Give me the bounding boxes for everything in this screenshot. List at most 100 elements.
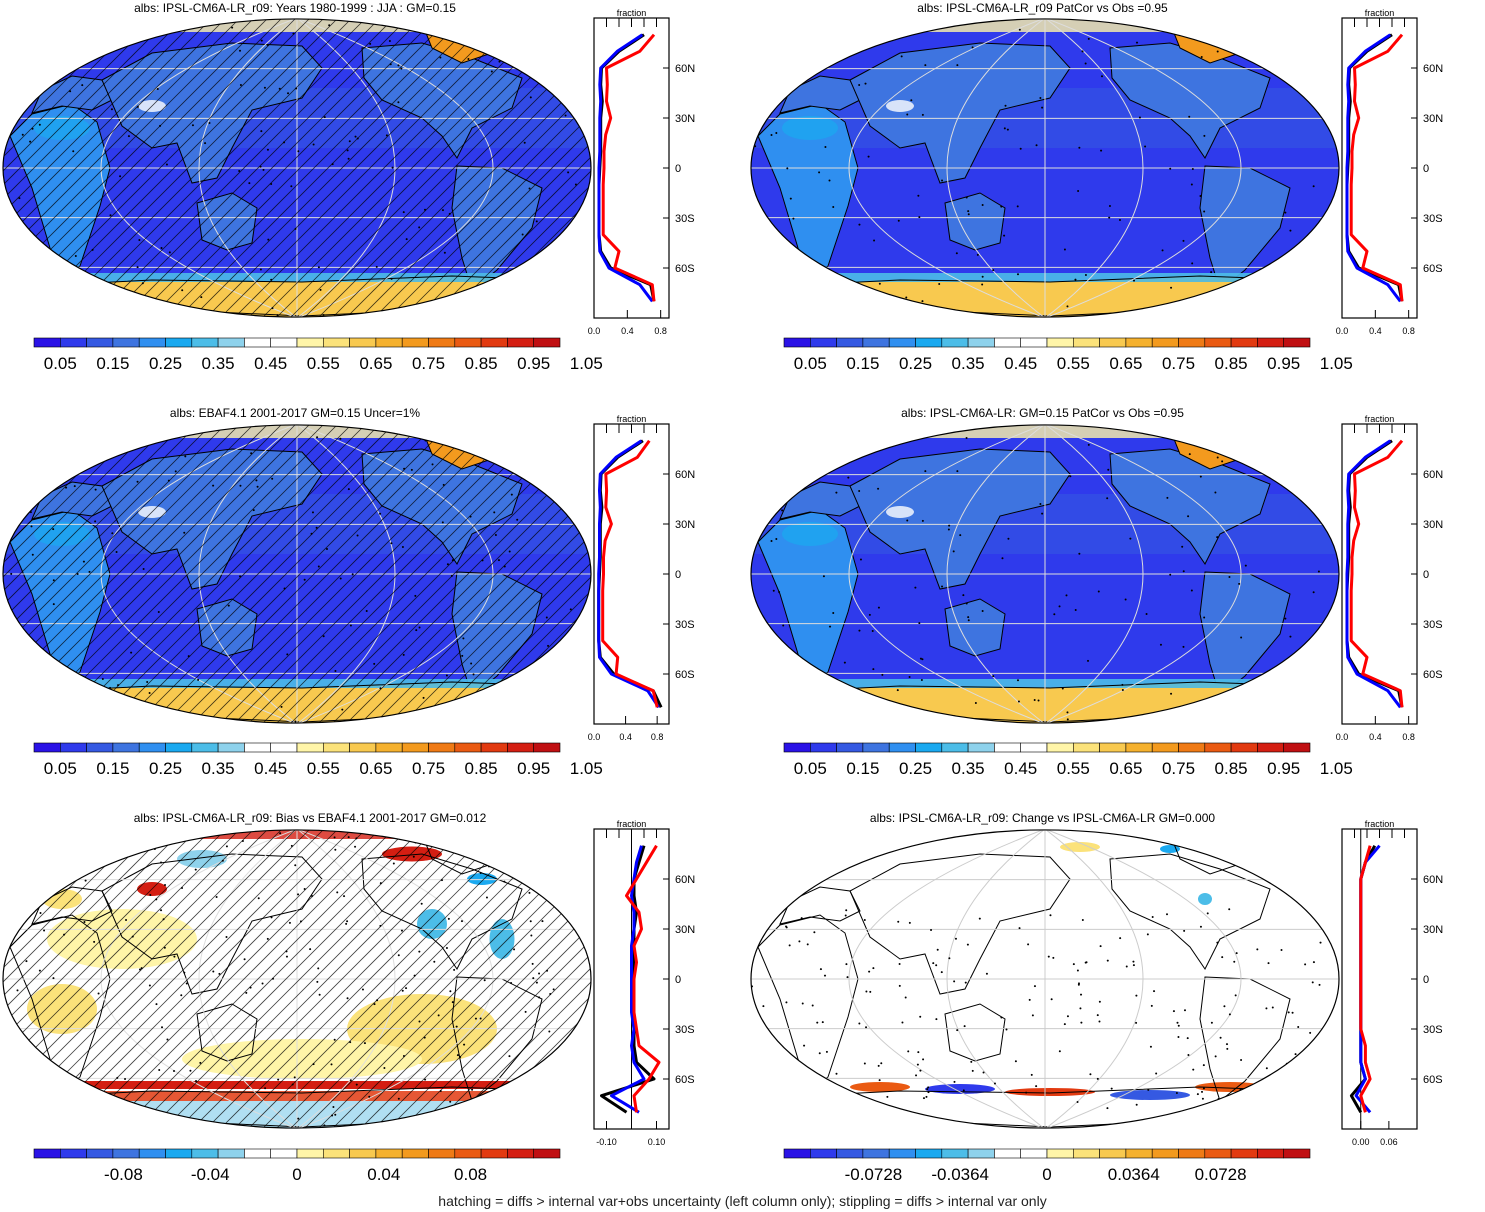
colorbar-swatch bbox=[165, 1148, 193, 1159]
colorbar-swatch bbox=[967, 742, 995, 753]
map-border bbox=[750, 829, 1340, 1129]
continent-north-america bbox=[1109, 853, 1271, 970]
zonal-xtick-label: 0.0 bbox=[1336, 732, 1349, 742]
colorbar-swatch bbox=[1046, 337, 1074, 348]
colorbar-label: -0.04 bbox=[191, 1165, 230, 1184]
colorbar-swatch bbox=[994, 742, 1021, 753]
colorbar-swatch bbox=[401, 337, 429, 348]
colorbar-swatch bbox=[994, 337, 1021, 348]
bias-patch bbox=[27, 984, 97, 1034]
zonal-series-line bbox=[601, 439, 659, 708]
zonal-xtick-label: 0.4 bbox=[1369, 326, 1382, 336]
zonal-series-line bbox=[1349, 33, 1404, 302]
colorbar-label: 0.95 bbox=[517, 354, 550, 373]
colorbar-label: 0 bbox=[292, 1165, 301, 1184]
colorbar-swatch bbox=[1151, 742, 1179, 753]
colorbar-swatch bbox=[165, 337, 193, 348]
colorbar-swatch bbox=[1099, 337, 1127, 348]
zonal-lat-label: 60N bbox=[675, 874, 695, 886]
zonal-lat-label: 0 bbox=[1423, 163, 1429, 175]
colorbar-swatch bbox=[1178, 742, 1206, 753]
panel-6-map bbox=[750, 829, 1340, 1129]
zonal-lat-label: 0 bbox=[1423, 569, 1429, 581]
zonal-xtick-label: -0.10 bbox=[596, 1137, 617, 1147]
colorbar-swatch bbox=[783, 742, 811, 753]
colorbar-label: 1.05 bbox=[1320, 354, 1353, 373]
colorbar-swatch bbox=[401, 742, 429, 753]
zonal-xlabel: fraction bbox=[617, 819, 647, 829]
colorbar-swatch bbox=[86, 742, 114, 753]
colorbar-swatch bbox=[86, 337, 114, 348]
panel-4-colorbar: 0.05 0.15 0.25 0.35 0.45 0.55 0.65 0.75 0.85 0.95… bbox=[783, 742, 1353, 778]
colorbar-swatch bbox=[428, 1148, 456, 1159]
zonal-xtick-label: 0.4 bbox=[621, 326, 634, 336]
zonal-lat-label: 0 bbox=[675, 974, 681, 986]
colorbar-swatch bbox=[809, 742, 837, 753]
colorbar-swatch bbox=[349, 742, 377, 753]
colorbar-swatch bbox=[915, 742, 943, 753]
colorbar-swatch bbox=[888, 337, 916, 348]
colorbar-swatch bbox=[1072, 337, 1100, 348]
colorbar-swatch bbox=[1151, 337, 1179, 348]
graticule bbox=[2, 829, 591, 1129]
colorbar-label: 0.25 bbox=[149, 759, 182, 778]
colorbar-swatch bbox=[1072, 742, 1100, 753]
change-patch bbox=[850, 1082, 910, 1092]
colorbar-swatch bbox=[59, 742, 87, 753]
panel-3-colorbar: 0.05 0.15 0.25 0.35 0.45 0.55 0.65 0.75 0.85 0.95… bbox=[33, 742, 603, 778]
colorbar-label: 0.45 bbox=[1004, 354, 1037, 373]
colorbar-swatch bbox=[888, 742, 916, 753]
colorbar-swatch bbox=[941, 742, 969, 753]
colorbar-swatch bbox=[1283, 1148, 1311, 1159]
colorbar-label: -0.0728 bbox=[845, 1165, 903, 1184]
zonal-lat-label: 30S bbox=[675, 619, 695, 631]
colorbar-swatch bbox=[191, 742, 219, 753]
bias-patch bbox=[382, 846, 442, 862]
colorbar-swatch bbox=[915, 337, 943, 348]
colorbar-swatch bbox=[428, 742, 456, 753]
colorbar-swatch bbox=[1178, 1148, 1206, 1159]
colorbar-label: 0.95 bbox=[517, 759, 550, 778]
colorbar-swatch bbox=[507, 742, 534, 753]
colorbar-swatch bbox=[244, 742, 271, 753]
zonal-xlabel: fraction bbox=[1365, 8, 1395, 18]
zonal-xtick-label: 0.4 bbox=[619, 732, 632, 742]
colorbar-label: 0.25 bbox=[899, 759, 932, 778]
colorbar-swatch bbox=[112, 742, 140, 753]
colorbar-swatch bbox=[533, 337, 561, 348]
colorbar-swatch bbox=[138, 337, 166, 348]
panel-5-title: albs: IPSL-CM6A-LR_r09: Bias vs EBAF4.1 … bbox=[133, 811, 487, 825]
colorbar-label: 0.95 bbox=[1267, 354, 1300, 373]
colorbar-swatch bbox=[1151, 1148, 1179, 1159]
zonal-xtick-label: 0.0 bbox=[588, 732, 601, 742]
graticule bbox=[2, 424, 591, 724]
panel-3-zonal-mean: fraction 0.0 0.4 0.8 60N 30N 0 30S 60S bbox=[588, 414, 695, 742]
colorbar-swatch bbox=[217, 337, 245, 348]
zonal-xtick-label: 0.0 bbox=[588, 326, 601, 336]
colorbar-label: 0.75 bbox=[1162, 759, 1195, 778]
colorbar-swatch bbox=[915, 1148, 943, 1159]
colorbar-label: 0.85 bbox=[1215, 759, 1248, 778]
colorbar-swatch bbox=[1230, 742, 1258, 753]
colorbar-label: 0.65 bbox=[1109, 354, 1142, 373]
colorbar-swatch bbox=[1046, 742, 1074, 753]
colorbar-label: 0.15 bbox=[96, 354, 129, 373]
panel-5-map bbox=[2, 829, 592, 1129]
zonal-xtick-label: 0.4 bbox=[1369, 732, 1382, 742]
zonal-series-line bbox=[1345, 33, 1402, 303]
continent-australia bbox=[944, 1003, 1006, 1062]
colorbar-swatch bbox=[454, 742, 482, 753]
colorbar-swatch bbox=[270, 742, 298, 753]
colorbar-label: 0.45 bbox=[1004, 759, 1037, 778]
colorbar-swatch bbox=[428, 337, 456, 348]
zonal-xtick-label: 0.06 bbox=[1380, 1137, 1398, 1147]
change-patch bbox=[1110, 1090, 1190, 1100]
colorbar-label: 0.65 bbox=[359, 759, 392, 778]
continent-asia bbox=[101, 853, 323, 995]
colorbar-swatch bbox=[507, 1148, 534, 1159]
colorbar-swatch bbox=[1230, 1148, 1258, 1159]
map-border bbox=[2, 424, 592, 724]
colorbar-label: 0.15 bbox=[846, 759, 879, 778]
colorbar-swatch bbox=[533, 1148, 561, 1159]
colorbar-swatch bbox=[480, 337, 508, 348]
